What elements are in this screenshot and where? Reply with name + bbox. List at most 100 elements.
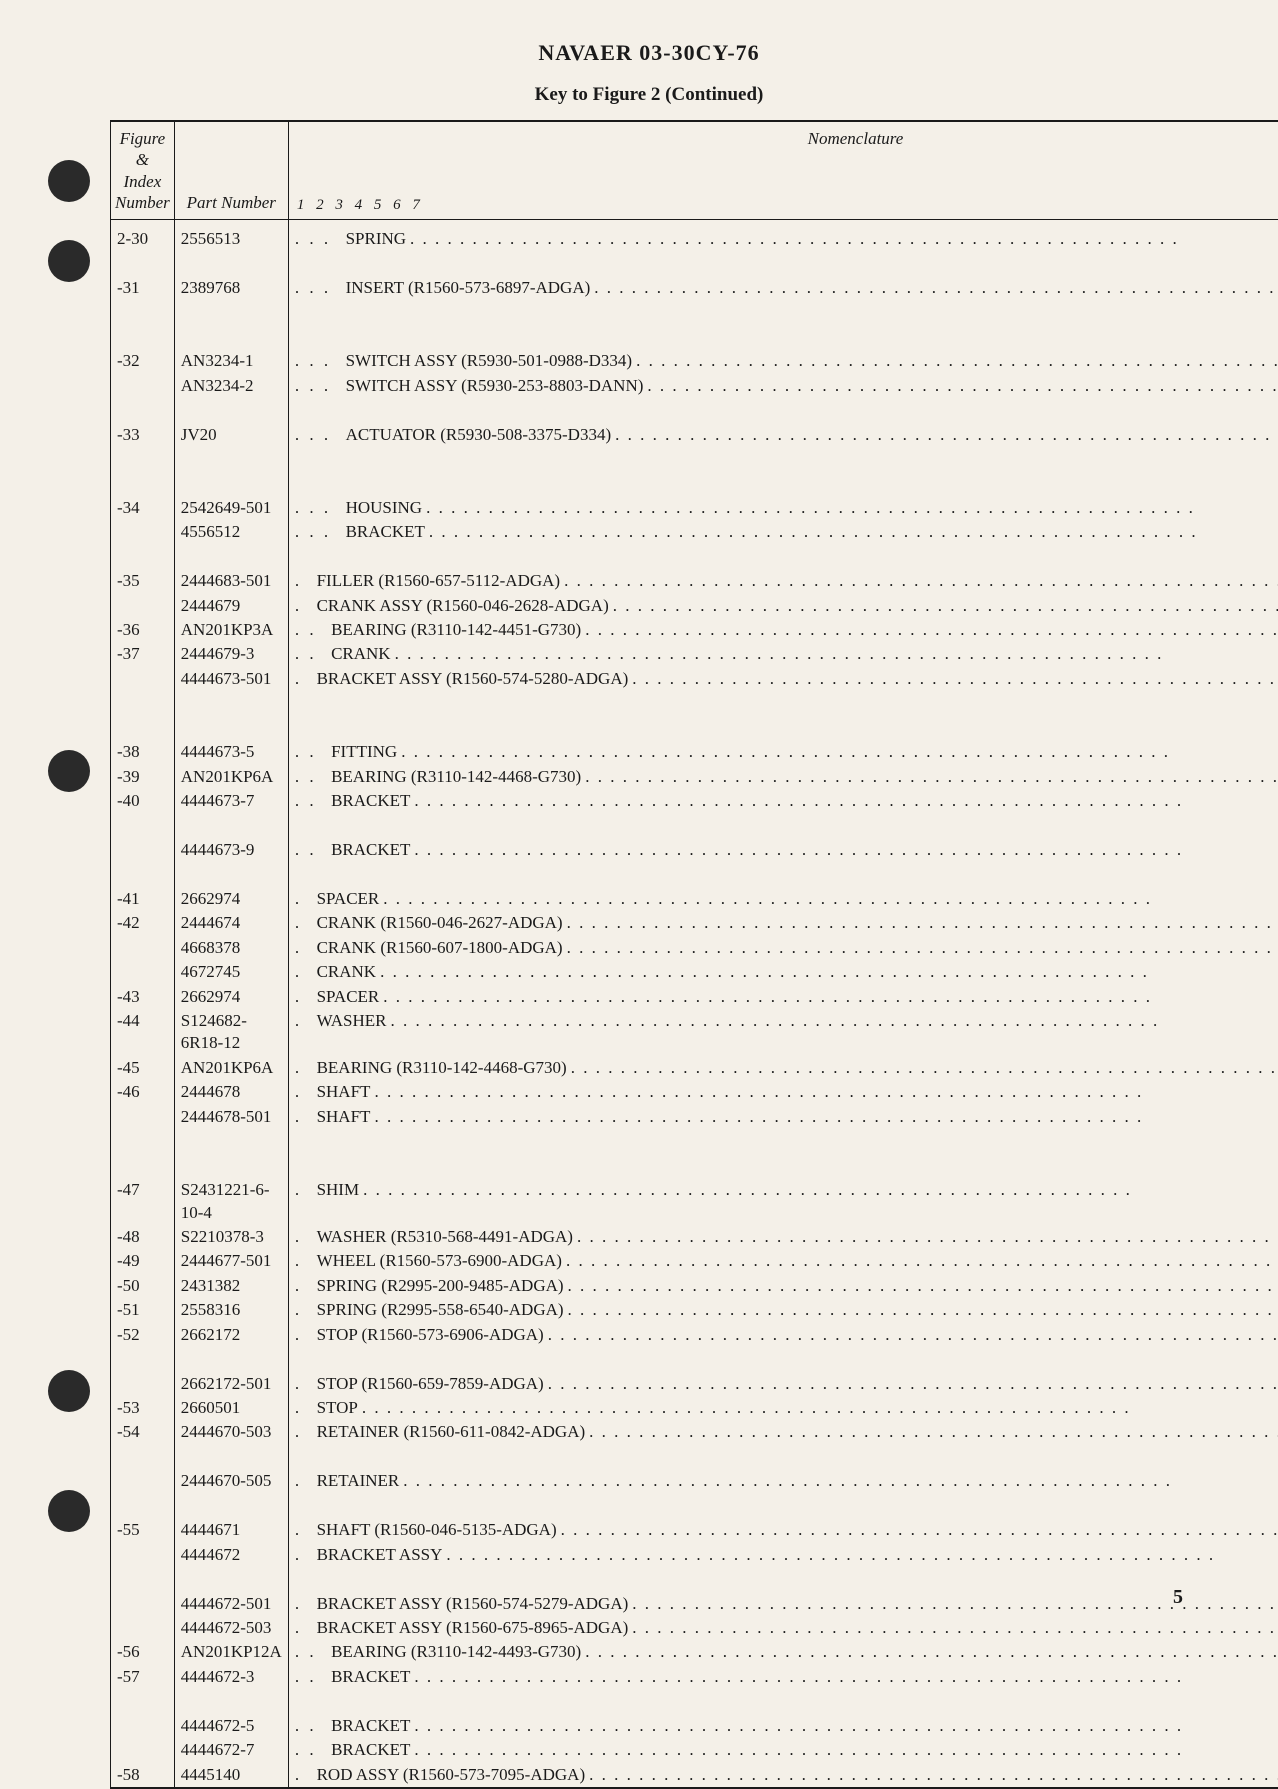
nomenclature-text: STOP (R1560-659-7859-ADGA) bbox=[317, 1373, 548, 1395]
cell-index: -41 bbox=[111, 887, 175, 911]
cell-index: -45 bbox=[111, 1056, 175, 1080]
table-row: 2-302556513. . . SPRING 1B,C,E,G,H,I,MO bbox=[111, 220, 1278, 252]
table-row: -554444671. SHAFT (R1560-046-5135-ADGA) … bbox=[111, 1518, 1278, 1542]
cell-part-number: 2444670-503 bbox=[174, 1420, 288, 1469]
cell-nomenclature: . WASHER bbox=[288, 1009, 1278, 1056]
cell-index bbox=[111, 960, 175, 984]
leader-dots bbox=[615, 424, 1278, 446]
indent-dots: . bbox=[295, 1226, 317, 1248]
nomenclature-text: FITTING bbox=[331, 741, 401, 763]
indent-dots: . . bbox=[295, 1666, 331, 1688]
indent-dots: . . bbox=[295, 839, 331, 861]
leader-dots bbox=[383, 888, 1278, 910]
cell-nomenclature: . BRACKET ASSY (R1560-574-5280-ADGA) bbox=[288, 667, 1278, 740]
cell-part-number: AN3234-1 bbox=[174, 349, 288, 373]
leader-dots bbox=[410, 228, 1278, 250]
cell-index bbox=[111, 1738, 175, 1762]
nomenclature-text: BRACKET ASSY (R1560-574-5280-ADGA) bbox=[317, 668, 633, 690]
indent-dots: . bbox=[295, 1010, 317, 1032]
document-number: NAVAER 03-30CY-76 bbox=[110, 40, 1188, 66]
table-row: -412662974. SPACER 1A,BMO bbox=[111, 887, 1278, 911]
cell-part-number: S124682-6R18-12 bbox=[174, 1009, 288, 1056]
punch-hole bbox=[48, 1490, 90, 1532]
cell-nomenclature: . . CRANK bbox=[288, 642, 1278, 666]
indent-dots: . bbox=[295, 986, 317, 1008]
nomenclature-text: SWITCH ASSY (R5930-253-8803-DANN) bbox=[346, 375, 648, 397]
nomenclature-text: BRACKET ASSY bbox=[317, 1544, 447, 1566]
cell-nomenclature: . SPRING (R2995-200-9485-ADGA) bbox=[288, 1274, 1278, 1298]
cell-index: -40 bbox=[111, 789, 175, 838]
table-row: -422444674. CRANK (R1560-046-2627-ADGA) … bbox=[111, 911, 1278, 935]
nomenclature-text: BRACKET bbox=[346, 521, 429, 543]
leader-dots bbox=[577, 1226, 1278, 1248]
cell-nomenclature: . . BEARING (R3110-142-4493-G730) bbox=[288, 1640, 1278, 1664]
indent-dots: . bbox=[295, 1617, 317, 1639]
table-row: -432662974. SPACER 1A,BMO bbox=[111, 985, 1278, 1009]
table-row: 4444672. BRACKET ASSY 1B,C,E,G,H,J,P1 bbox=[111, 1543, 1278, 1567]
cell-part-number: AN201KP6A bbox=[174, 1056, 288, 1080]
cell-part-number: 4444673-9 bbox=[174, 838, 288, 887]
leader-dots bbox=[380, 961, 1278, 983]
indent-dots: . bbox=[295, 595, 317, 617]
cell-index bbox=[111, 1714, 175, 1738]
cell-nomenclature: . . . INSERT (R1560-573-6897-ADGA) bbox=[288, 276, 1278, 349]
leader-dots bbox=[585, 766, 1278, 788]
cell-part-number: 2444670-505 bbox=[174, 1469, 288, 1518]
cell-index bbox=[111, 1105, 175, 1178]
table-row: -39AN201KP6A. . BEARING (R3110-142-4468-… bbox=[111, 765, 1278, 789]
cell-part-number: S2431221-6-10-4 bbox=[174, 1178, 288, 1225]
cell-part-number: 2558316 bbox=[174, 1298, 288, 1322]
indent-dots: . bbox=[295, 888, 317, 910]
nomenclature-text: RETAINER (R1560-611-0842-ADGA) bbox=[317, 1421, 590, 1443]
indent-dots: . . bbox=[295, 619, 331, 641]
table-row: -312389768. . . INSERT (R1560-573-6897-A… bbox=[111, 276, 1278, 300]
nomenclature-text: BRACKET bbox=[331, 839, 414, 861]
parts-table: Figure & Index Number Part Number Nomenc… bbox=[110, 120, 1278, 1789]
table-row: -33JV20. . . ACTUATOR (R5930-508-3375-D3… bbox=[111, 423, 1278, 447]
nomenclature-text: SHAFT (R1560-046-5135-ADGA) bbox=[317, 1519, 561, 1541]
leader-dots bbox=[363, 1179, 1278, 1201]
indent-dots: . bbox=[295, 668, 317, 690]
table-row: 4672745. CRANK 1H,N,O,P,Q bbox=[111, 960, 1278, 984]
leader-dots bbox=[548, 1373, 1278, 1395]
leader-dots bbox=[589, 1764, 1278, 1786]
cell-nomenclature: . . BEARING (R3110-142-4468-G730) bbox=[288, 765, 1278, 789]
cell-part-number: 2556513 bbox=[174, 220, 288, 276]
cell-index: -46 bbox=[111, 1080, 175, 1104]
cell-part-number: 2542649-501 bbox=[174, 496, 288, 520]
indent-dots: . bbox=[295, 1275, 317, 1297]
nomenclature-text: CRANK ASSY (R1560-046-2628-ADGA) bbox=[317, 595, 613, 617]
table-row: -56AN201KP12A. . BEARING (R3110-142-4493… bbox=[111, 1640, 1278, 1664]
leader-dots bbox=[564, 570, 1278, 592]
leader-dots bbox=[647, 375, 1278, 397]
nomenclature-text: SHIM bbox=[317, 1179, 364, 1201]
cell-index: -42 bbox=[111, 911, 175, 935]
cell-index: -32 bbox=[111, 349, 175, 373]
cell-part-number: 4445140 bbox=[174, 1763, 288, 1788]
cell-nomenclature: . RETAINER bbox=[288, 1469, 1278, 1518]
leader-dots bbox=[362, 1397, 1278, 1419]
cell-nomenclature: . . . HOUSING bbox=[288, 496, 1278, 520]
cell-nomenclature: . SPRING (R2995-558-6540-ADGA) bbox=[288, 1298, 1278, 1322]
leader-dots bbox=[585, 1641, 1278, 1663]
cell-part-number: 4444673-501 bbox=[174, 667, 288, 740]
indent-dots: . . . bbox=[295, 424, 346, 446]
leader-dots bbox=[568, 1299, 1278, 1321]
indent-dots: . bbox=[295, 1179, 317, 1201]
indent-dots: . bbox=[295, 1421, 317, 1443]
indent-dots: . bbox=[295, 1057, 317, 1079]
table-row: 4556512. . . BRACKET 1B,C,E,G,H,I,X2 bbox=[111, 520, 1278, 544]
leader-dots bbox=[395, 643, 1278, 665]
cell-part-number: AN201KP12A bbox=[174, 1640, 288, 1664]
table-row: -342542649-501. . . HOUSING 1A,D,FX2 bbox=[111, 496, 1278, 520]
nomenclature-text: ROD ASSY (R1560-573-7095-ADGA) bbox=[317, 1764, 590, 1786]
table-row: 4444672-5. . BRACKET 1A,D,F,K,MX1 bbox=[111, 1714, 1278, 1738]
cell-part-number: 2662974 bbox=[174, 985, 288, 1009]
cell-index: -37 bbox=[111, 642, 175, 666]
indent-dots: . . bbox=[295, 1715, 331, 1737]
nomenclature-text: RETAINER bbox=[317, 1470, 404, 1492]
cell-part-number: 2444678 bbox=[174, 1080, 288, 1104]
nomenclature-text: SPRING bbox=[346, 228, 410, 250]
indent-dots: . . bbox=[295, 1739, 331, 1761]
leader-dots bbox=[414, 790, 1278, 812]
